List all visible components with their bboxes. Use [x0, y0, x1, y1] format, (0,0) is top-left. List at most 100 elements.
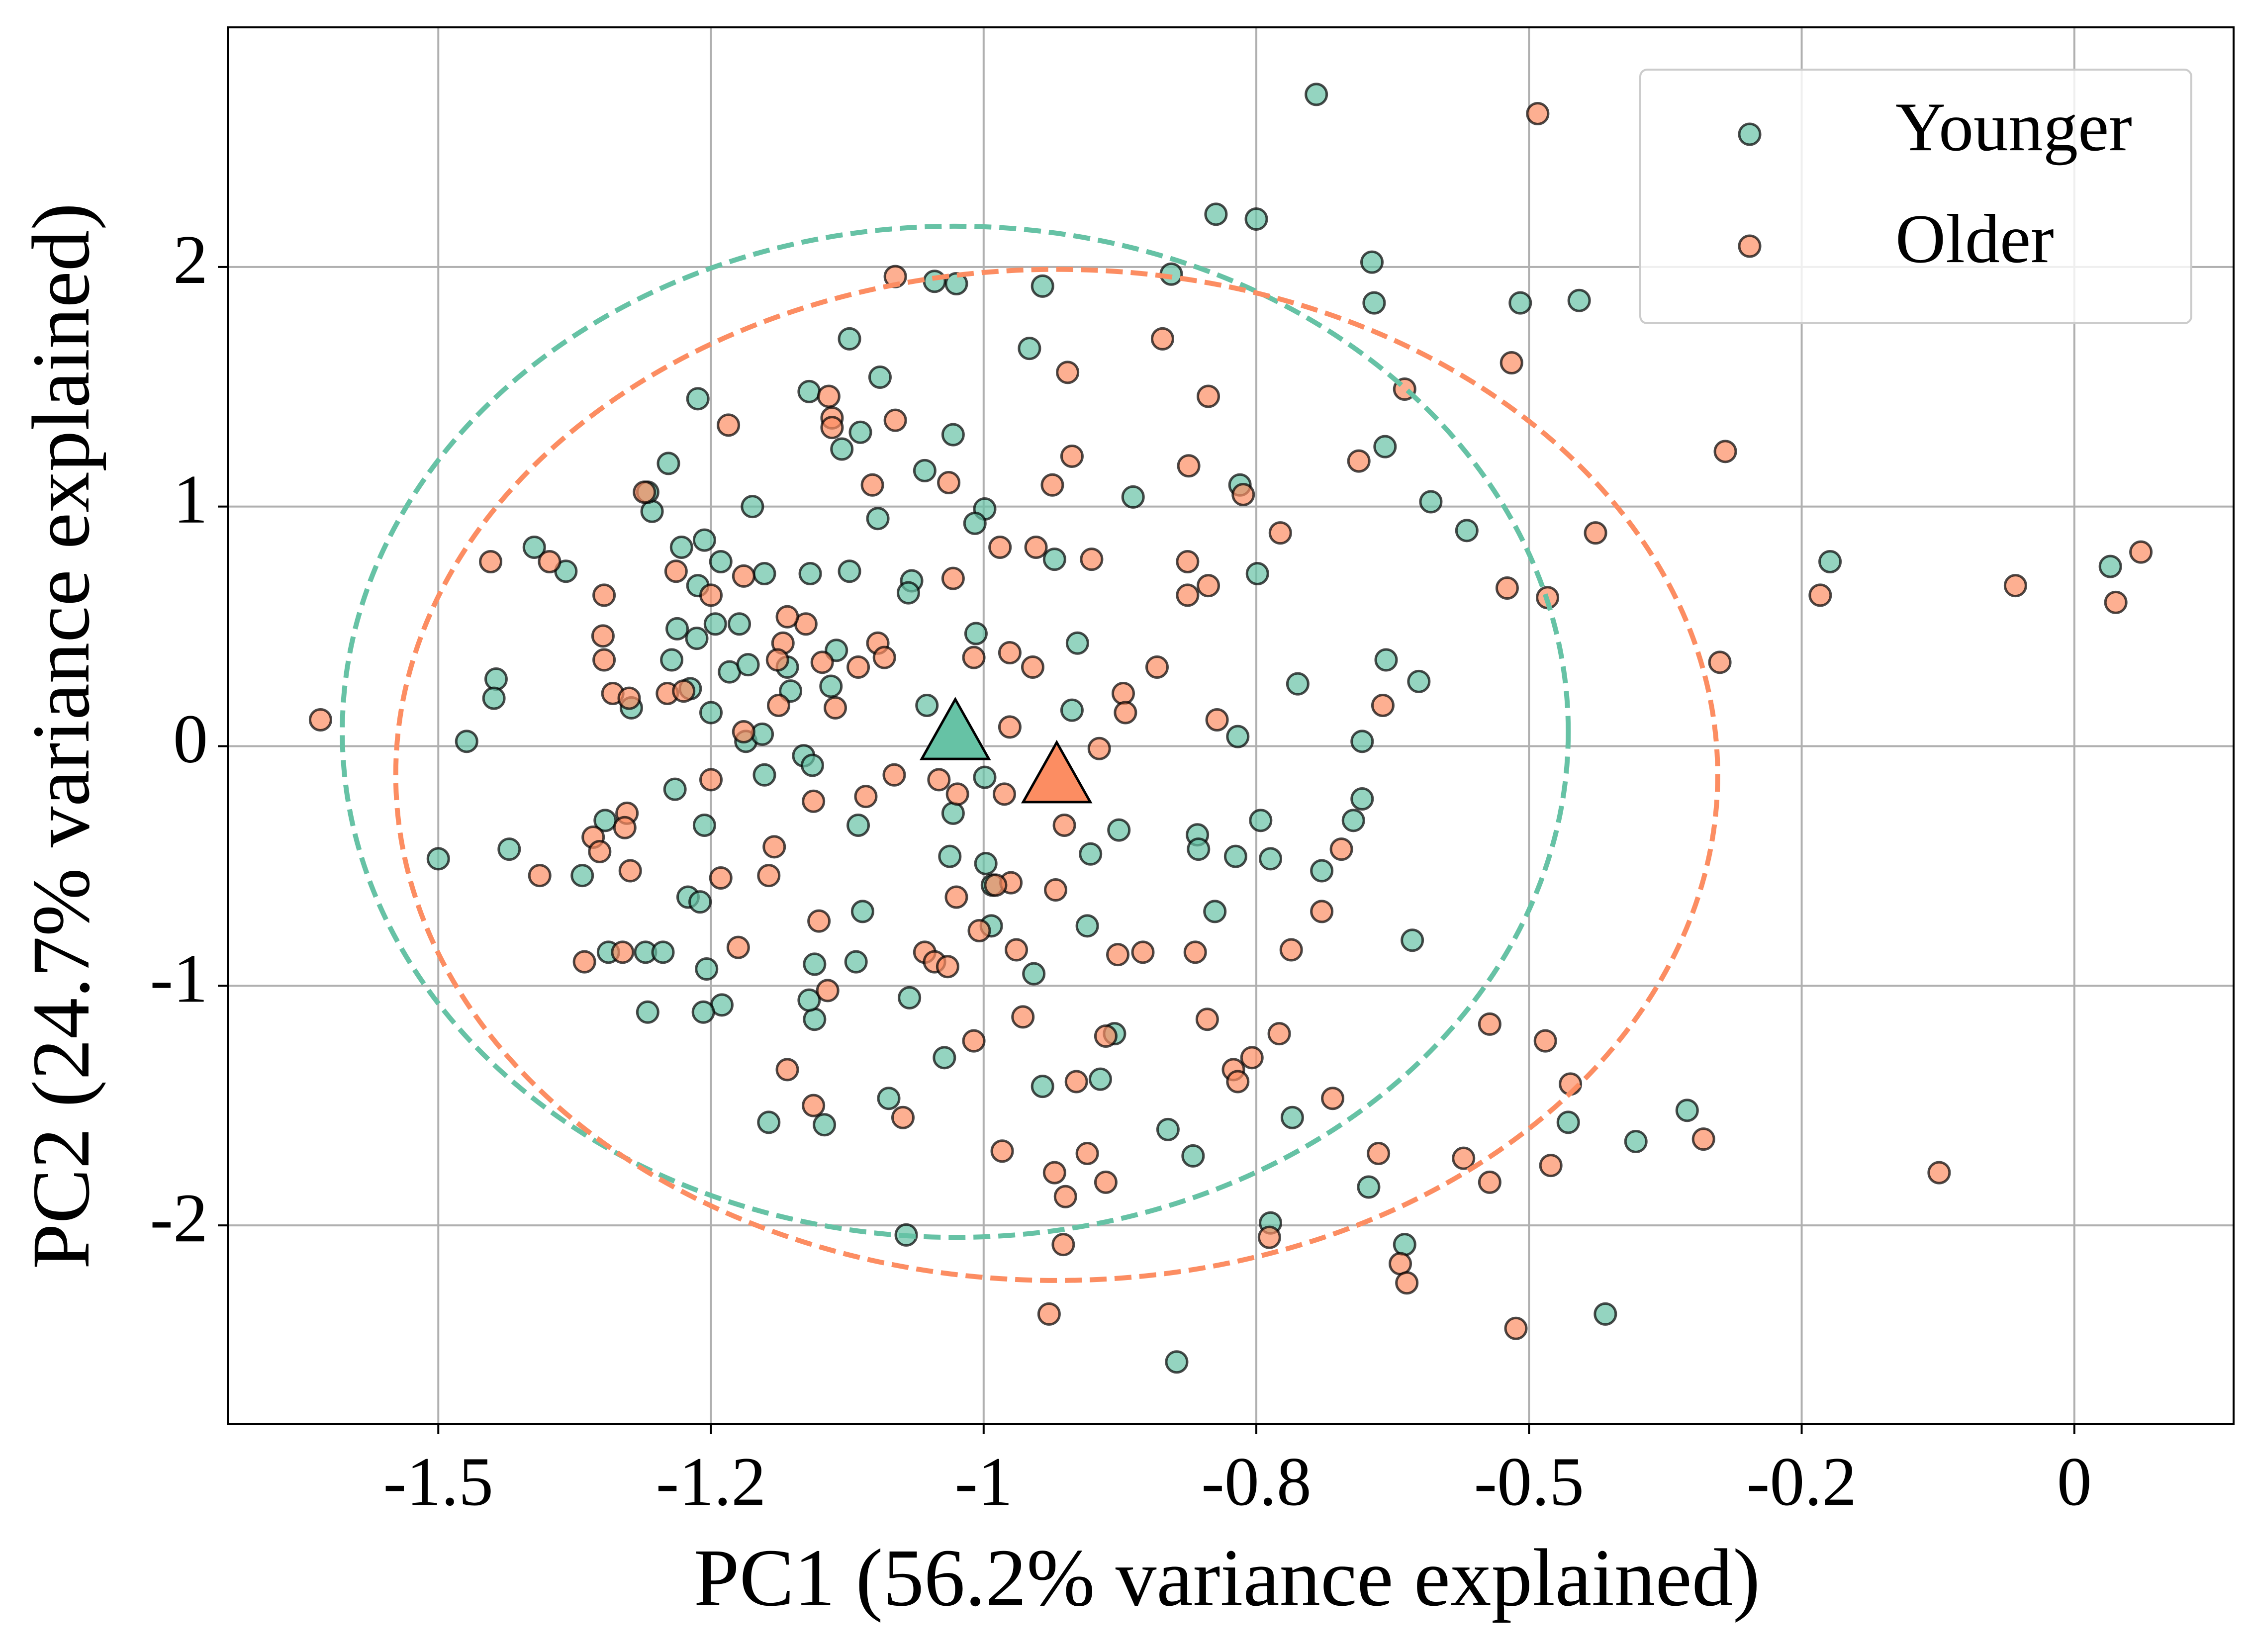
scatter-point [1347, 449, 1371, 473]
scatter-point [455, 730, 478, 753]
scatter-point [810, 650, 834, 674]
scatter-point [797, 988, 821, 1012]
scatter-point [846, 813, 870, 837]
scatter-point [1395, 1271, 1419, 1295]
scatter-point [797, 379, 821, 403]
scatter-point [1131, 940, 1155, 964]
scatter-point [2003, 574, 2027, 598]
scatter-point [1195, 1008, 1219, 1031]
scatter-point [1584, 521, 1607, 545]
scatter-point [1094, 1170, 1118, 1194]
scatter-point [891, 1105, 915, 1129]
scatter-point [800, 753, 824, 777]
scatter-point [860, 473, 884, 497]
scatter-point [699, 701, 723, 725]
scatter-point [703, 612, 727, 636]
scatter-point [1114, 701, 1137, 725]
scatter-point [685, 627, 709, 650]
scatter-point [1111, 681, 1135, 705]
scatter-point [854, 785, 878, 809]
scatter-point [1064, 1070, 1088, 1094]
scatter-point [813, 1113, 837, 1137]
scatter-point [1176, 550, 1200, 573]
scatter-point [1005, 938, 1029, 962]
scatter-point [728, 612, 751, 636]
scatter-point [765, 648, 789, 672]
scatter-point [923, 270, 946, 293]
scatter-point [1018, 337, 1041, 361]
scatter-point [752, 562, 776, 586]
scatter-point [717, 413, 741, 437]
scatter-point [1713, 440, 1737, 463]
scatter-point [941, 566, 965, 590]
scatter-point [695, 957, 719, 981]
scatter-point [941, 801, 965, 825]
scatter-point [1533, 1029, 1557, 1053]
scatter-point [528, 864, 552, 888]
scatter-point [1500, 351, 1523, 375]
scatter-point [945, 782, 969, 806]
scatter-point [974, 852, 998, 876]
scatter-point [1267, 1022, 1291, 1046]
scatter-point [1818, 550, 1842, 573]
scatter-point [1401, 928, 1424, 952]
scatter-point [1371, 694, 1395, 718]
scatter-point [820, 416, 844, 440]
scatter-point [741, 495, 764, 519]
scatter-point [1011, 1005, 1035, 1029]
scatter-point [664, 559, 688, 583]
scatter-point [1310, 900, 1334, 923]
scatter-point [1249, 809, 1273, 832]
scatter-point [1495, 576, 1519, 600]
x-tick-label: -1.2 [656, 1443, 766, 1520]
scatter-point [1226, 725, 1250, 748]
scatter-point [962, 645, 986, 669]
scatter-point [660, 648, 684, 672]
scatter-point [938, 844, 962, 868]
scatter-point [872, 645, 896, 669]
scatter-point [877, 1087, 901, 1110]
scatter-point [691, 1000, 715, 1024]
scatter-point [1231, 483, 1255, 507]
scatter-point [1478, 1170, 1501, 1194]
scatter-point [692, 528, 716, 552]
scatter-point [1329, 837, 1353, 861]
scatter-point [497, 837, 521, 861]
scatter-point [699, 583, 723, 607]
scatter-point [1624, 1129, 1648, 1153]
scatter-point [1051, 1233, 1075, 1257]
scatter-point [482, 686, 506, 710]
scatter-point [1056, 361, 1080, 384]
scatter-point [1675, 1099, 1699, 1122]
scatter-point [803, 952, 827, 976]
legend-marker [1738, 122, 1762, 146]
scatter-point [479, 550, 503, 573]
scatter-point [757, 1110, 781, 1134]
scatter-point [591, 624, 615, 648]
x-tick-label: -1.5 [383, 1443, 493, 1520]
scatter-point [570, 864, 594, 888]
scatter-point [883, 408, 907, 432]
scatter-point [617, 686, 641, 710]
scatter-point [1286, 672, 1310, 696]
scatter-point [1204, 202, 1228, 226]
scatter-point [775, 1058, 799, 1082]
scatter-point [426, 847, 450, 871]
scatter-point [944, 272, 968, 296]
scatter-point [1024, 536, 1048, 559]
scatter-point [2129, 540, 2153, 564]
scatter-point [936, 955, 959, 979]
scatter-point [1567, 288, 1591, 312]
y-tick-label: 1 [173, 461, 208, 538]
scatter-point [1106, 943, 1130, 967]
scatter-point [775, 605, 799, 629]
scatter-point [1226, 1070, 1250, 1094]
scatter-point [1053, 1185, 1077, 1208]
scatter-point [1367, 1142, 1391, 1166]
scatter-point [1079, 842, 1103, 866]
scatter-point [1478, 1012, 1501, 1036]
scatter-point [1357, 1175, 1381, 1199]
scatter-point [913, 459, 937, 482]
y-tick-label: 0 [173, 701, 208, 778]
legend-box [1639, 69, 2192, 324]
